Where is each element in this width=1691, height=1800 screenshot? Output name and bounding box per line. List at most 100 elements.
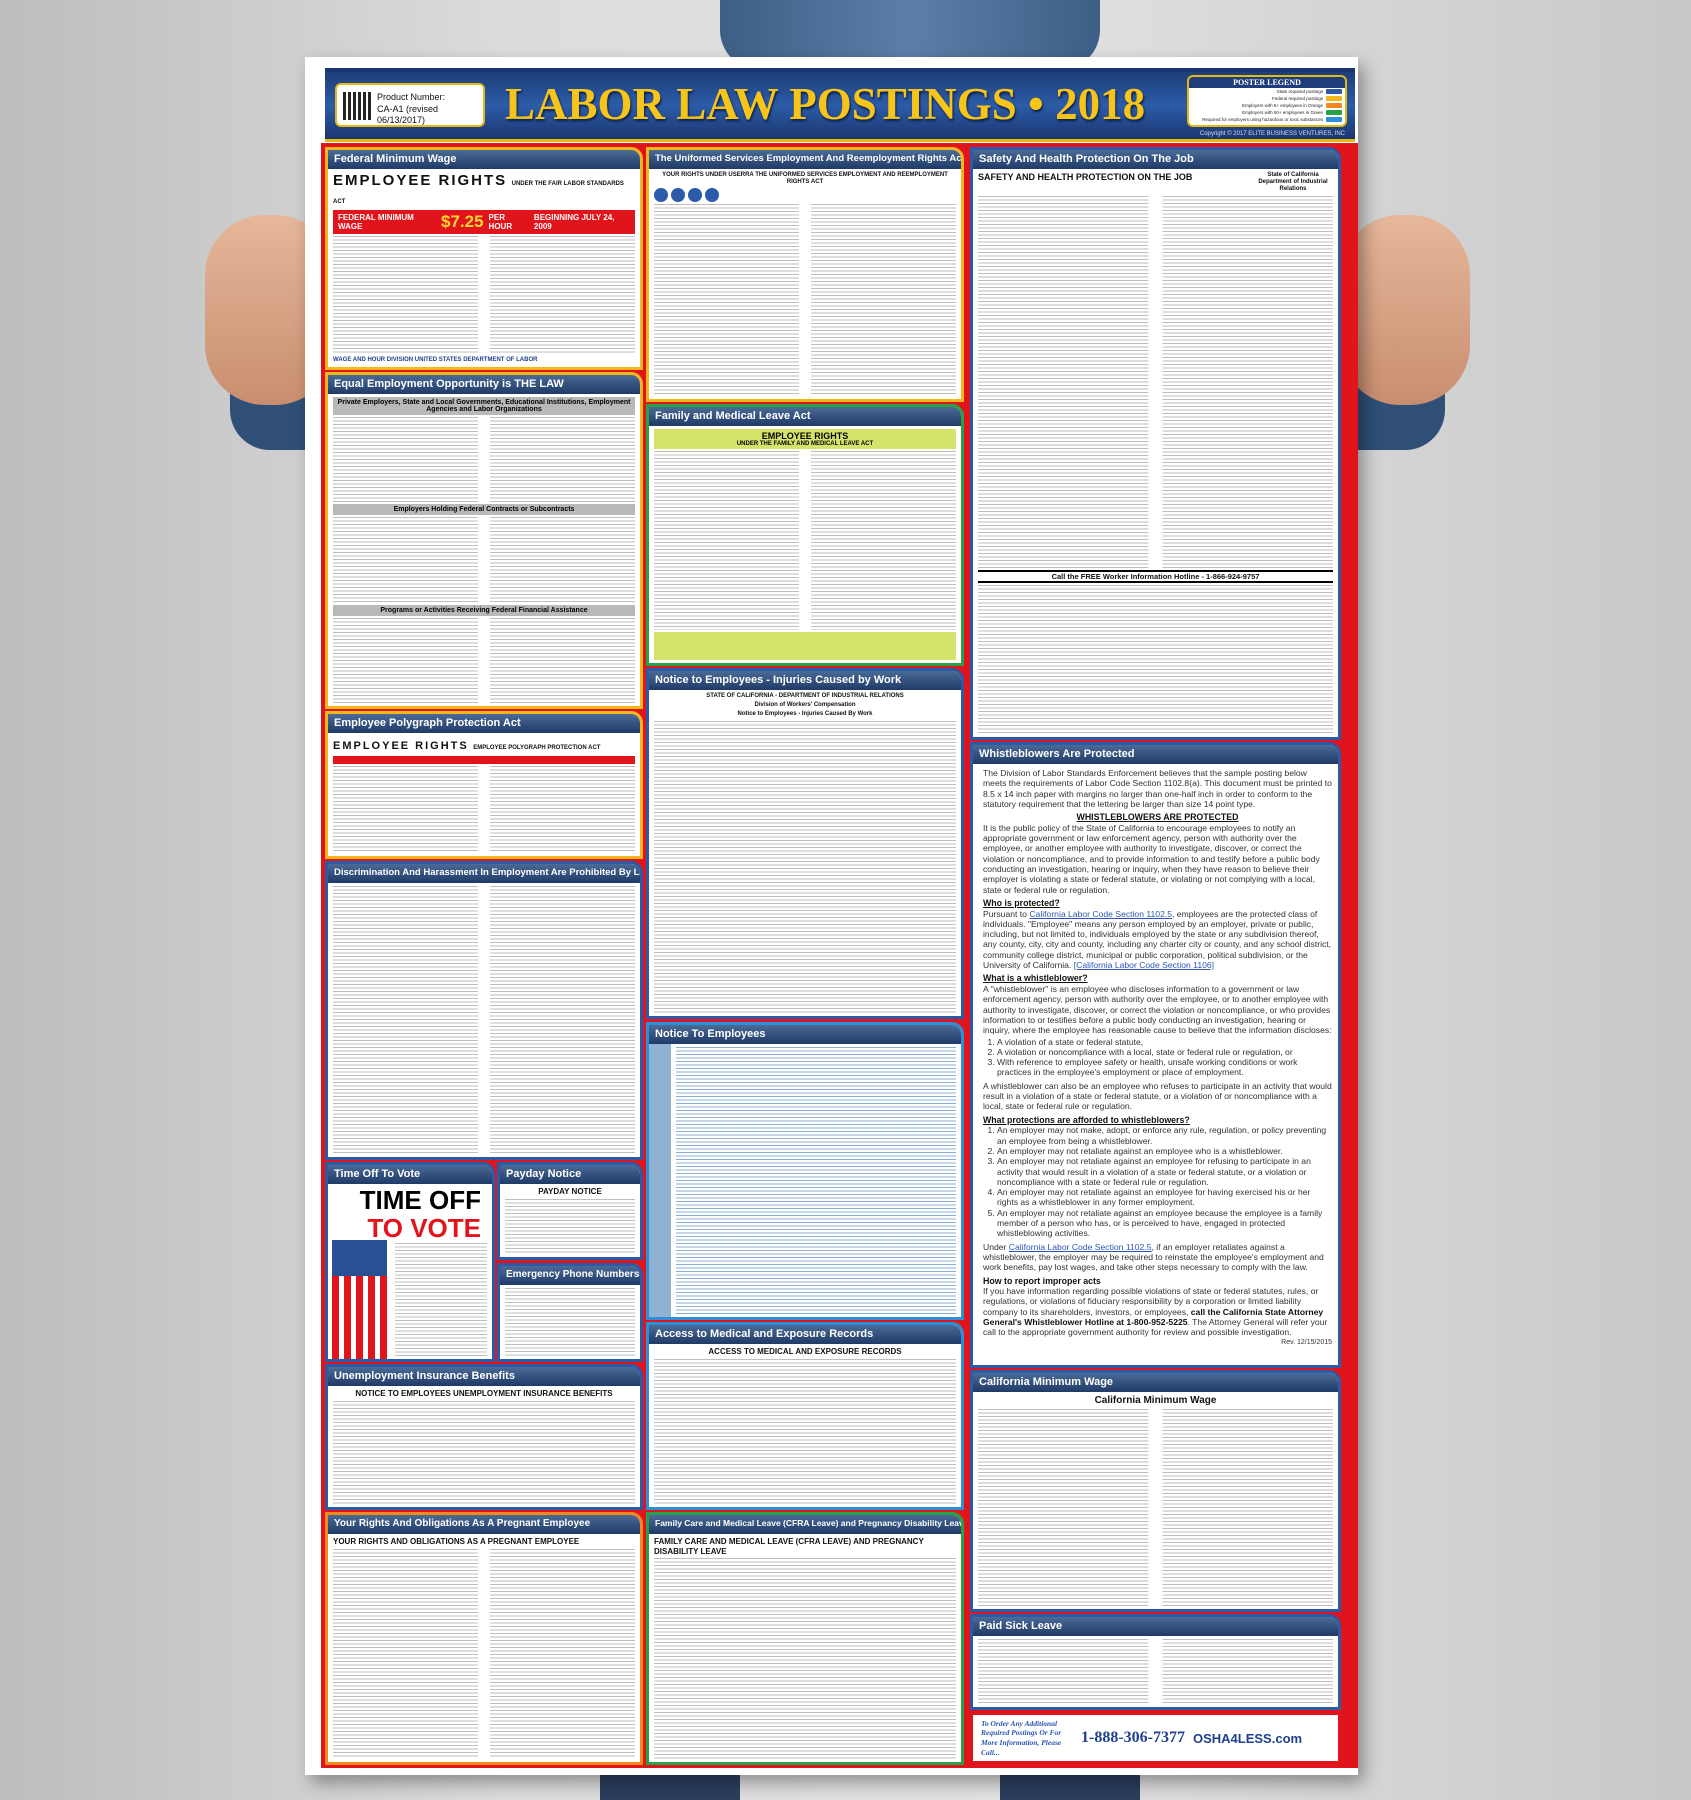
section-time-off-to-vote: Time Off To Vote TIME OFF TO VOTE [325,1162,495,1362]
phone-list [505,1288,635,1356]
heading: STATE OF CALIFORNIA - DEPARTMENT OF INDU… [706,693,904,699]
legend-swatch [1326,110,1342,115]
section-title: Equal Employment Opportunity is THE LAW [328,375,640,394]
body-text [978,1639,1333,1704]
to-vote-heading: TO VOTE [367,1213,481,1243]
text: , employees are the protected class of i… [983,908,1332,971]
legend-item: Required for employers using hazardous o… [1189,116,1345,123]
list-item: A violation or noncompliance with a loca… [997,1047,1332,1057]
banner: Programs or Activities Receiving Federal… [333,604,635,616]
wage-amount: $7.25 [441,212,484,231]
text: , if an employer retaliates against a wh… [983,1241,1324,1273]
section-eeo: Equal Employment Opportunity is THE LAW … [325,372,643,709]
subheading: UNDER THE FAMILY AND MEDICAL LEAVE ACT [736,441,874,447]
body-text [654,451,956,630]
text: A "whistleblower" is an employee who dis… [983,983,1332,1036]
legend-label: Employers with 50+ employees in Green [1242,110,1323,115]
section-title: Employee Polygraph Protection Act [328,714,640,733]
body-text [333,886,635,1154]
text: Under [983,1241,1009,1252]
section-federal-minimum-wage: Federal Minimum Wage EMPLOYEE RIGHTS UND… [325,147,643,370]
body-text [654,720,956,1013]
what-heading: What is a whistleblower? [983,973,1088,984]
right-leg [1000,1770,1140,1800]
agency: WAGE AND HOUR DIVISION UNITED STATES DEP… [333,356,538,363]
section-title: Federal Minimum Wage [328,150,640,169]
labor-code-link[interactable]: California Labor Code Section 1102.5 [1029,908,1173,919]
section-title: Family Care and Medical Leave (CFRA Leav… [649,1515,961,1534]
text: Pursuant to [983,908,1030,919]
office-list [978,585,1333,734]
wage-label: FEDERAL MINIMUM WAGE [338,213,414,231]
ballot-box-icon [332,1240,387,1359]
section-unemployment-insurance: Unemployment Insurance Benefits NOTICE T… [325,1364,643,1510]
agency: State of California Department of Indust… [1258,172,1328,193]
section-title: Family and Medical Leave Act [649,407,961,426]
body-text [333,766,635,853]
copyright: Copyright © 2017 ELITE BUSINESS VENTURES… [1199,131,1345,137]
section-userra: The Uniformed Services Employment And Re… [646,147,964,402]
report-heading: How to report improper acts [983,1275,1101,1286]
subheading: Division of Workers' Compensation [754,702,856,709]
qr-code-icon [343,92,371,120]
section-title: Safety And Health Protection On The Job [973,150,1338,169]
legend-label: Employers with 5+ employees in Orange [1242,103,1323,108]
section-medical-exposure-records: Access to Medical and Exposure Records A… [646,1322,964,1510]
subheading: Notice to Employees - Injuries Caused By… [737,711,873,718]
wage-bar: FEDERAL MINIMUM WAGE $7.25 PER HOUR BEGINNI… [333,210,635,234]
legend-label: Federal required postings [1271,96,1323,101]
text: A whistleblower can also be an employee … [983,1080,1332,1112]
section-emergency-phone-numbers: Emergency Phone Numbers [497,1263,643,1362]
heading: EMPLOYEE RIGHTS [333,740,469,752]
who-heading: Who is protected? [983,897,1060,908]
body-text [978,1409,1333,1606]
section-title: Whistleblowers Are Protected [973,745,1338,764]
legend-swatch [1326,117,1342,122]
list-item: An employer may not retaliate against an… [997,1208,1332,1239]
list-item: With reference to employee safety or hea… [997,1057,1332,1078]
list-item: An employer may not retaliate against an… [997,1187,1332,1208]
section-title: The Uniformed Services Employment And Re… [649,150,961,169]
heading: YOUR RIGHTS UNDER USERRA THE UNIFORMED S… [662,172,948,186]
order-text: To Order Any Additional Required Posting… [981,1718,1062,1757]
policy-text: It is the public policy of the State of … [983,822,1320,895]
text: . The Attorney General will refer your c… [983,1317,1328,1338]
subheading: UNDER THE FAIR LABOR STANDARDS ACT [333,181,624,205]
heading: SAFETY AND HEALTH PROTECTION ON THE JOB [978,172,1193,182]
left-leg [600,1770,740,1800]
section-title: Payday Notice [500,1165,640,1184]
labor-code-link[interactable]: [California Labor Code Section 1106] [1073,960,1215,971]
section-title: Discrimination And Harassment In Employm… [328,864,640,883]
section-title: Time Off To Vote [328,1165,492,1184]
fmla-banner: EMPLOYEE RIGHTS UNDER THE FAMILY AND MEDI… [654,429,956,449]
order-phone[interactable]: 1-888-306-7377 [1081,1729,1185,1746]
banner: Private Employers, State and Local Gover… [333,397,635,415]
form-fields [505,1198,635,1254]
labor-code-link[interactable]: California Labor Code Section 1102.5 [1008,1241,1152,1252]
product-label: Product Number: [377,92,446,102]
legend-title: POSTER LEGEND [1189,77,1345,88]
section-title: Notice To Employees [649,1025,961,1044]
seal-icon [654,188,668,203]
legend-item: Employers with 50+ employees in Green [1189,109,1345,116]
section-title: Access to Medical and Exposure Records [649,1325,961,1344]
legend-swatch [1326,89,1342,94]
section-title: California Minimum Wage [973,1373,1338,1392]
section-notice-to-employees: Notice To Employees [646,1022,964,1320]
body-text [333,1548,635,1759]
body-text [654,1358,956,1504]
osha4less-logo: OSHA4LESS.com [1192,1730,1303,1746]
body-text [676,1047,956,1314]
heading: YOUR RIGHTS AND OBLIGATIONS AS A PREGNAN… [333,1537,580,1546]
seal-icon [705,188,719,203]
heading: WHISTLEBLOWERS ARE PROTECTED [1076,812,1239,823]
right-hand [1340,215,1470,405]
section-title: Emergency Phone Numbers [500,1266,640,1285]
legend-swatch [1326,96,1342,101]
section-injuries-caused-by-work: Notice to Employees - Injuries Caused by… [646,668,964,1019]
order-footer: To Order Any Additional Required Posting… [970,1712,1341,1764]
fmla-footer [654,632,956,660]
heading: PAYDAY NOTICE [538,1187,602,1196]
section-fmla: Family and Medical Leave Act EMPLOYEE RI… [646,404,964,666]
heading: EMPLOYEE RIGHTS [761,431,849,441]
